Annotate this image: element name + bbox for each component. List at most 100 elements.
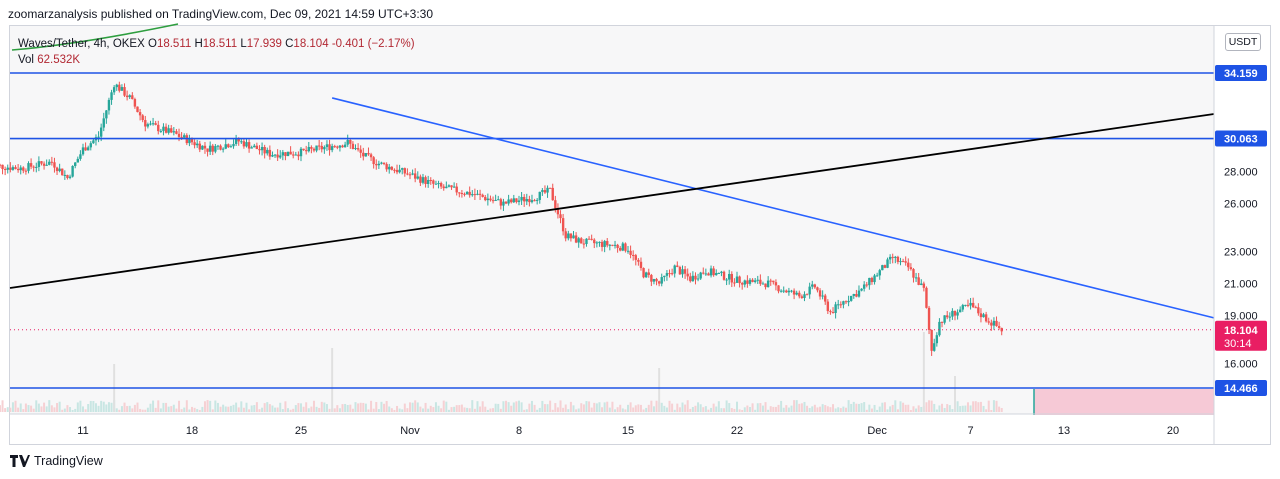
chart-legend: Waves/Tether, 4h, OKEX O18.511 H18.511 L…: [18, 36, 415, 68]
chart-frame[interactable]: [9, 25, 1271, 445]
candle-body: [432, 180, 435, 184]
volume-bar: [733, 408, 736, 412]
candle-body: [538, 191, 541, 200]
volume-bar: [697, 402, 700, 412]
candle-body: [317, 145, 321, 147]
tradingview-logo-icon: [10, 455, 30, 467]
candle-body: [229, 146, 233, 148]
volume-bar: [6, 407, 9, 412]
candle-body: [149, 123, 152, 125]
candle-body: [517, 200, 521, 203]
candle-body: [964, 304, 967, 306]
volume-bar: [271, 405, 274, 412]
candle-body: [683, 269, 687, 274]
volume-bar: [505, 400, 508, 412]
volume-bar: [302, 406, 305, 412]
candle-body: [743, 280, 746, 285]
candle-body: [543, 190, 547, 193]
candle-body: [203, 145, 207, 149]
candle-body: [260, 146, 264, 151]
volume-bar: [222, 404, 225, 412]
volume-bar: [76, 402, 79, 412]
candle-body: [961, 305, 964, 310]
currency-unit-badge[interactable]: USDT: [1225, 33, 1261, 51]
volume-bar: [9, 407, 12, 412]
candle-body: [247, 142, 251, 149]
plot-background: [10, 26, 1214, 414]
volume-bar: [401, 409, 404, 412]
candle-body: [585, 238, 588, 244]
candle-body: [35, 166, 38, 168]
candle-body: [9, 167, 12, 170]
candle-body: [447, 185, 451, 187]
volume-spike: [954, 376, 956, 412]
legend-change: -0.401 (−2.17%): [331, 38, 415, 50]
candle-body: [107, 99, 111, 111]
legend-close: 18.104: [293, 38, 329, 50]
volume-bar: [35, 400, 38, 412]
volume-bar: [938, 405, 941, 412]
volume-bar: [891, 404, 894, 412]
candle-body: [138, 112, 142, 116]
volume-bar: [878, 406, 881, 412]
volume-bar: [175, 408, 178, 412]
candle-body: [779, 290, 783, 292]
volume-bar: [842, 406, 845, 412]
volume-bar: [411, 402, 414, 412]
time-tick-label: 18: [186, 425, 198, 437]
candle-body: [84, 147, 87, 151]
volume-bar: [710, 407, 713, 412]
legend-high-label: H: [194, 38, 203, 50]
volume-bar: [105, 404, 108, 412]
volume-bar: [614, 409, 617, 412]
price-tick-label: 28.000: [1224, 167, 1258, 179]
volume-bar: [274, 407, 277, 412]
legend-symbol: Waves/Tether, 4h, OKEX: [18, 38, 145, 50]
level-label: 30.063: [1224, 134, 1258, 146]
candle-body: [266, 149, 269, 154]
volume-bar: [598, 402, 601, 412]
descending-trendline: [331, 97, 1215, 319]
candle-body: [733, 282, 736, 284]
volume-bar: [821, 404, 824, 412]
candle-body: [177, 133, 181, 137]
volume-bar: [538, 407, 541, 412]
candle-body: [486, 198, 490, 201]
candle-body: [862, 284, 866, 289]
candle-body: [162, 126, 165, 131]
volume-bar: [819, 406, 822, 412]
candle-body: [450, 185, 453, 188]
candle-body: [336, 146, 339, 148]
candle-body: [214, 146, 217, 152]
candle-body: [590, 238, 593, 240]
candle-body: [541, 190, 544, 192]
volume-bar: [170, 406, 173, 412]
volume-bar: [637, 404, 640, 412]
volume-bar: [772, 406, 775, 412]
volume-bar: [1000, 408, 1003, 412]
volume-bar: [362, 402, 365, 412]
candle-body: [468, 191, 471, 196]
legend-high: 18.511: [202, 38, 238, 50]
volume-bar: [406, 408, 409, 412]
volume-bar: [318, 407, 321, 412]
volume-bar: [437, 405, 440, 412]
volume-bar: [458, 405, 461, 412]
volume-bar: [647, 404, 650, 412]
candle-body: [302, 148, 305, 151]
volume-bar: [572, 405, 575, 412]
volume-bar: [663, 405, 666, 412]
volume-bar: [777, 404, 780, 412]
candle-body: [255, 145, 259, 150]
candle-body: [112, 87, 116, 93]
volume-bar: [972, 401, 975, 412]
candle-body: [258, 149, 261, 151]
volume-bar: [832, 404, 835, 412]
candle-body: [572, 235, 575, 239]
candle-body: [22, 167, 25, 171]
volume-bar: [450, 407, 453, 412]
volume-bar: [860, 403, 863, 412]
candle-body: [865, 284, 868, 286]
volume-bar: [515, 401, 518, 412]
